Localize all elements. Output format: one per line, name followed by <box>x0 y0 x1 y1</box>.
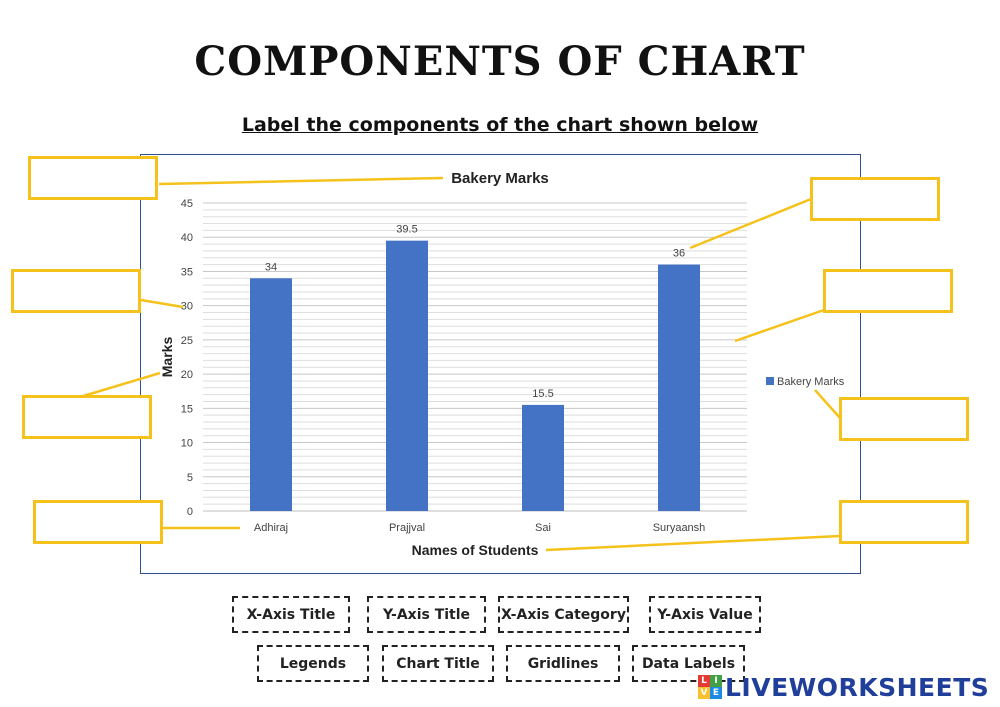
brand-logo-letter: V <box>698 687 710 699</box>
choice-chart-title[interactable]: Chart Title <box>382 645 494 682</box>
y-tick-label: 30 <box>181 301 193 313</box>
legend-swatch <box>766 377 774 385</box>
brand-logo-letter: E <box>710 687 722 699</box>
y-axis-title: Marks <box>159 337 175 378</box>
page-title: COMPONENTS OF CHART <box>194 38 806 85</box>
choice-gridlines[interactable]: Gridlines <box>506 645 620 682</box>
y-tick-label: 0 <box>187 506 193 518</box>
bar <box>250 278 292 511</box>
leader-line <box>734 308 825 343</box>
choice-legends[interactable]: Legends <box>257 645 369 682</box>
answer-box-gridlines[interactable] <box>823 269 953 313</box>
brand-logo-letter: I <box>710 675 722 687</box>
choice-data-labels[interactable]: Data Labels <box>632 645 745 682</box>
leader-line <box>79 371 161 399</box>
answer-box-x-axis-title[interactable] <box>839 500 969 544</box>
x-category-label: Prajjval <box>389 522 425 534</box>
leader-lines <box>79 176 841 552</box>
choice-y-axis-value[interactable]: Y-Axis Value <box>649 596 761 633</box>
x-axis-title: Names of Students <box>412 542 539 558</box>
brand-name: LIVEWORKSHEETS <box>725 672 990 702</box>
answer-box-y-axis-title[interactable] <box>22 395 152 439</box>
y-tick-label: 35 <box>181 266 193 278</box>
chart-title: Bakery Marks <box>451 170 549 187</box>
instruction-text: Label the components of the chart shown … <box>241 114 759 136</box>
choice-x-axis-category[interactable]: X-Axis Category <box>498 596 629 633</box>
brand-logo-letter: L <box>698 675 710 687</box>
brand-logo: L I V E LIVEWORKSHEETS <box>698 670 989 704</box>
y-axis-values: 0 5 10 15 20 25 30 35 40 45 <box>181 198 193 518</box>
y-tick-label: 15 <box>181 403 193 415</box>
x-category-label: Adhiraj <box>254 522 288 534</box>
bar <box>658 264 700 511</box>
y-tick-label: 10 <box>181 438 193 450</box>
answer-box-y-axis-value[interactable] <box>11 269 141 313</box>
leader-line <box>814 389 841 419</box>
answer-box-x-axis-category[interactable] <box>33 500 163 544</box>
data-label: 34 <box>265 261 277 273</box>
answer-box-legends[interactable] <box>839 397 969 441</box>
leader-line <box>689 197 812 250</box>
data-label: 36 <box>673 248 685 260</box>
y-tick-label: 20 <box>181 369 193 381</box>
choice-y-axis-title[interactable]: Y-Axis Title <box>367 596 486 633</box>
leader-line <box>545 534 841 552</box>
bar <box>522 404 564 511</box>
x-category-label: Suryaansh <box>653 522 706 534</box>
leader-line <box>158 176 444 186</box>
y-tick-label: 5 <box>187 472 193 484</box>
y-tick-label: 25 <box>181 335 193 347</box>
bars <box>250 240 700 511</box>
x-category-label: Sai <box>535 522 551 534</box>
leader-line <box>140 298 184 309</box>
brand-logo-icon: L I V E <box>698 675 722 699</box>
gridlines <box>203 202 747 505</box>
x-axis-categories: Adhiraj Prajjval Sai Suryaansh <box>254 522 705 534</box>
answer-box-chart-title[interactable] <box>28 156 158 200</box>
legend-label: Bakery Marks <box>777 376 845 388</box>
y-tick-label: 45 <box>181 198 193 210</box>
answer-box-data-labels[interactable] <box>810 177 940 221</box>
data-labels: 34 39.5 15.5 36 <box>265 224 685 400</box>
choice-x-axis-title[interactable]: X-Axis Title <box>232 596 350 633</box>
data-label: 39.5 <box>396 224 417 236</box>
y-tick-label: 40 <box>181 232 193 244</box>
bar <box>386 240 428 511</box>
data-label: 15.5 <box>532 388 553 400</box>
